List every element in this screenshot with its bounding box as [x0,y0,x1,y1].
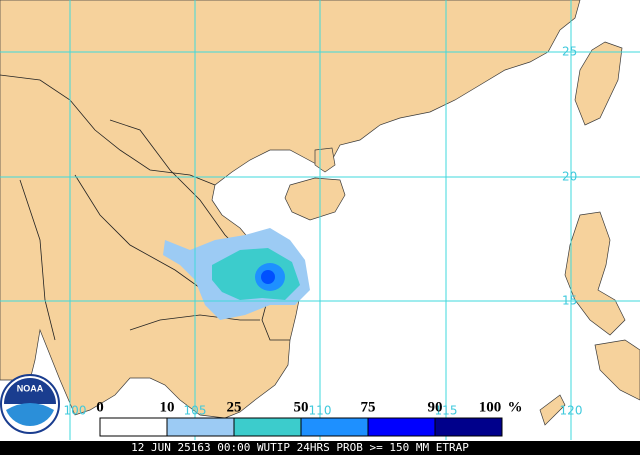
legend-swatch [166,417,235,437]
legend-swatch [434,417,503,437]
legend-swatch [367,417,436,437]
legend-label: 25 [227,399,242,415]
luzon [564,211,626,336]
legend-swatch [99,417,168,437]
legend-swatch [300,417,369,437]
lat-label: 15 [562,294,577,308]
legend-label: 75 [361,399,376,415]
legend-label: 0 [96,399,104,415]
caption: 12 JUN 25163 00:00 WUTIP 24HRS PROB >= 1… [131,441,469,454]
logo-text: NOAA [17,383,44,393]
legend-label: 90 [428,399,443,415]
noaa-logo: NOAA [0,374,60,434]
legend: 0 10 25 50 75 90 100% [96,399,523,437]
logo-sky [4,378,56,404]
legend-unit: % [508,399,523,415]
lon-label: 120 [560,404,583,418]
lat-label: 25 [562,45,577,59]
palawan [539,394,566,426]
lon-label: 100 [64,404,87,418]
lon-label: 110 [309,404,332,418]
prob-core [261,270,275,284]
legend-swatch [233,417,302,437]
hainan [284,177,346,221]
legend-label: 100 [479,399,502,415]
visayas [594,339,640,401]
lon-label: 105 [184,404,207,418]
grid [0,0,640,440]
legend-label: 50 [294,399,309,415]
lat-label: 20 [562,170,577,184]
taiwan [574,41,623,126]
legend-label: 10 [160,399,175,415]
lon-label: 115 [435,404,458,418]
caption-bar [0,441,640,455]
logo-sea [6,403,54,427]
